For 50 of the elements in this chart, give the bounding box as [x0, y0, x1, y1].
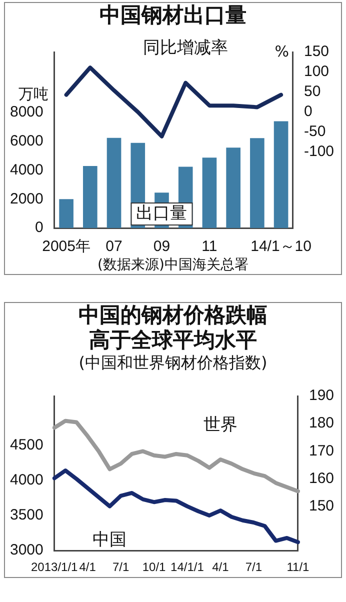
- bar: [59, 199, 74, 228]
- y-tick-label: 2000: [10, 190, 44, 208]
- x-tick-label: 09: [153, 238, 170, 256]
- text: (数据来源)中国海关总署: [96, 256, 250, 274]
- bar: [274, 121, 288, 228]
- series-label: 中国: [92, 530, 127, 550]
- y2-tick-label: 160: [308, 470, 334, 487]
- bar: [202, 158, 217, 228]
- x-tick-label: 4/1: [212, 560, 230, 574]
- bar: [226, 148, 240, 228]
- bar: [83, 166, 98, 228]
- y-axis-title: 万吨: [18, 84, 48, 103]
- x-tick-label: 7/1: [112, 560, 130, 574]
- text: 同比增减率: [143, 38, 228, 58]
- y2-tick-label: 0: [304, 103, 312, 120]
- bar: [106, 138, 122, 228]
- x-tick-label: 2005年: [42, 238, 90, 256]
- y-tick-label: 4500: [10, 436, 44, 454]
- y2-tick-label: 100: [304, 63, 330, 80]
- y2-tick-label: 150: [308, 498, 334, 515]
- chart-subtitle: (中国和世界钢材价格指数): [78, 353, 268, 372]
- y-tick-label: 4000: [10, 161, 44, 178]
- y-tick-label: 3000: [10, 542, 44, 559]
- y-tick-label: 0: [35, 219, 44, 236]
- series-label: 世界: [203, 414, 238, 435]
- x-tick-label: 07: [106, 238, 122, 256]
- x-tick-label: 14/1～10: [250, 238, 312, 256]
- y2-tick-label: 180: [308, 414, 334, 432]
- x-tick-label: 4/1: [79, 560, 96, 574]
- y-tick-label: 4000: [10, 471, 44, 488]
- chart-title: 中国的钢材价格跌幅高于全球平均水平: [78, 303, 268, 353]
- y-tick-label: 8000: [10, 104, 44, 121]
- chart-title: 中国钢材出口量: [98, 3, 248, 28]
- y2-tick-label: -100: [304, 143, 334, 160]
- bar: [250, 138, 264, 228]
- y2-tick-label: 150: [304, 43, 330, 60]
- y-tick-label: 3500: [10, 506, 44, 524]
- x-tick-label: 11: [202, 238, 218, 256]
- y2-tick-label: 50: [304, 83, 321, 100]
- y2-tick-label: 190: [308, 387, 334, 404]
- x-tick-label: 10/1: [142, 560, 166, 574]
- y-tick-label: 6000: [10, 132, 44, 150]
- x-tick-label: 2013/1/1: [31, 560, 78, 574]
- y2-axis-title: %: [274, 42, 289, 60]
- y2-tick-label: 170: [308, 442, 334, 460]
- x-tick-label: 11/1: [286, 560, 310, 574]
- x-tick-label: 14/1/1: [170, 560, 204, 574]
- x-tick-label: 7/1: [245, 560, 262, 574]
- series-label: 出口量: [136, 203, 188, 224]
- y2-tick-label: -50: [304, 123, 326, 140]
